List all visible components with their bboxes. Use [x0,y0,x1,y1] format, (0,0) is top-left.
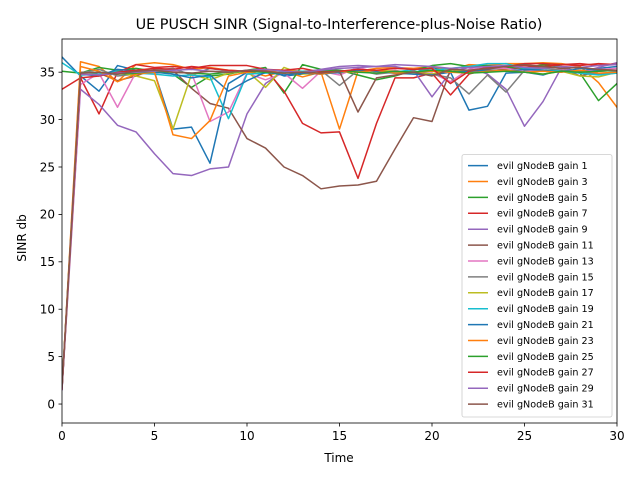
legend-entry: evil gNodeB gain 25 [497,352,594,363]
legend-entry: evil gNodeB gain 3 [497,177,588,188]
series-line-5 [62,61,617,391]
legend: evil gNodeB gain 1 evil gNodeB gain 3 evil… [461,154,613,418]
y-tick-label: 5 [47,350,55,364]
x-tick-label: 0 [58,429,66,443]
legend-entry: evil gNodeB gain 13 [497,256,594,267]
x-axis-label: Time [323,451,353,465]
y-tick-label: 15 [40,255,55,269]
legend-entry: evil gNodeB gain 29 [497,384,594,395]
legend-entry: evil gNodeB gain 27 [497,368,594,379]
legend-entry: evil gNodeB gain 21 [497,320,594,331]
y-tick-label: 35 [40,65,55,79]
legend-entry: evil gNodeB gain 15 [497,272,594,283]
series-group [62,55,617,391]
legend-entry: evil gNodeB gain 19 [497,304,594,315]
y-axis-label: SINR db [15,214,29,262]
y-tick-label: 0 [47,397,55,411]
x-tick-label: 15 [332,429,347,443]
series-line-15 [62,63,617,389]
y-tick-label: 20 [40,208,55,222]
legend-entry: evil gNodeB gain 31 [497,400,594,411]
x-tick-label: 25 [517,429,532,443]
legend-entry: evil gNodeB gain 1 [497,161,588,172]
y-tick-label: 10 [40,303,55,317]
legend-box [461,154,613,418]
y-tick-label: 30 [40,113,55,127]
x-tick-label: 30 [609,429,624,443]
legend-entry: evil gNodeB gain 17 [497,288,594,299]
legend-entry: evil gNodeB gain 23 [497,336,594,347]
series-line-4 [62,62,617,180]
legend-entry: evil gNodeB gain 7 [497,209,588,220]
x-tick-label: 5 [151,429,159,443]
legend-entry: evil gNodeB gain 5 [497,193,588,204]
plot-area: 0 5 10 15 20 25 30 0 5 10 15 20 25 30 35 evil gNodeB ga… [40,38,625,443]
series-line-16 [62,63,617,388]
x-tick-label: 10 [239,429,254,443]
legend-entry: evil gNodeB gain 9 [497,225,588,236]
y-tick-label: 25 [40,160,55,174]
x-tick-label: 20 [424,429,439,443]
chart-title: UE PUSCH SINR (Signal-to-Interference-pl… [136,17,543,33]
legend-entry: evil gNodeB gain 11 [497,241,594,252]
